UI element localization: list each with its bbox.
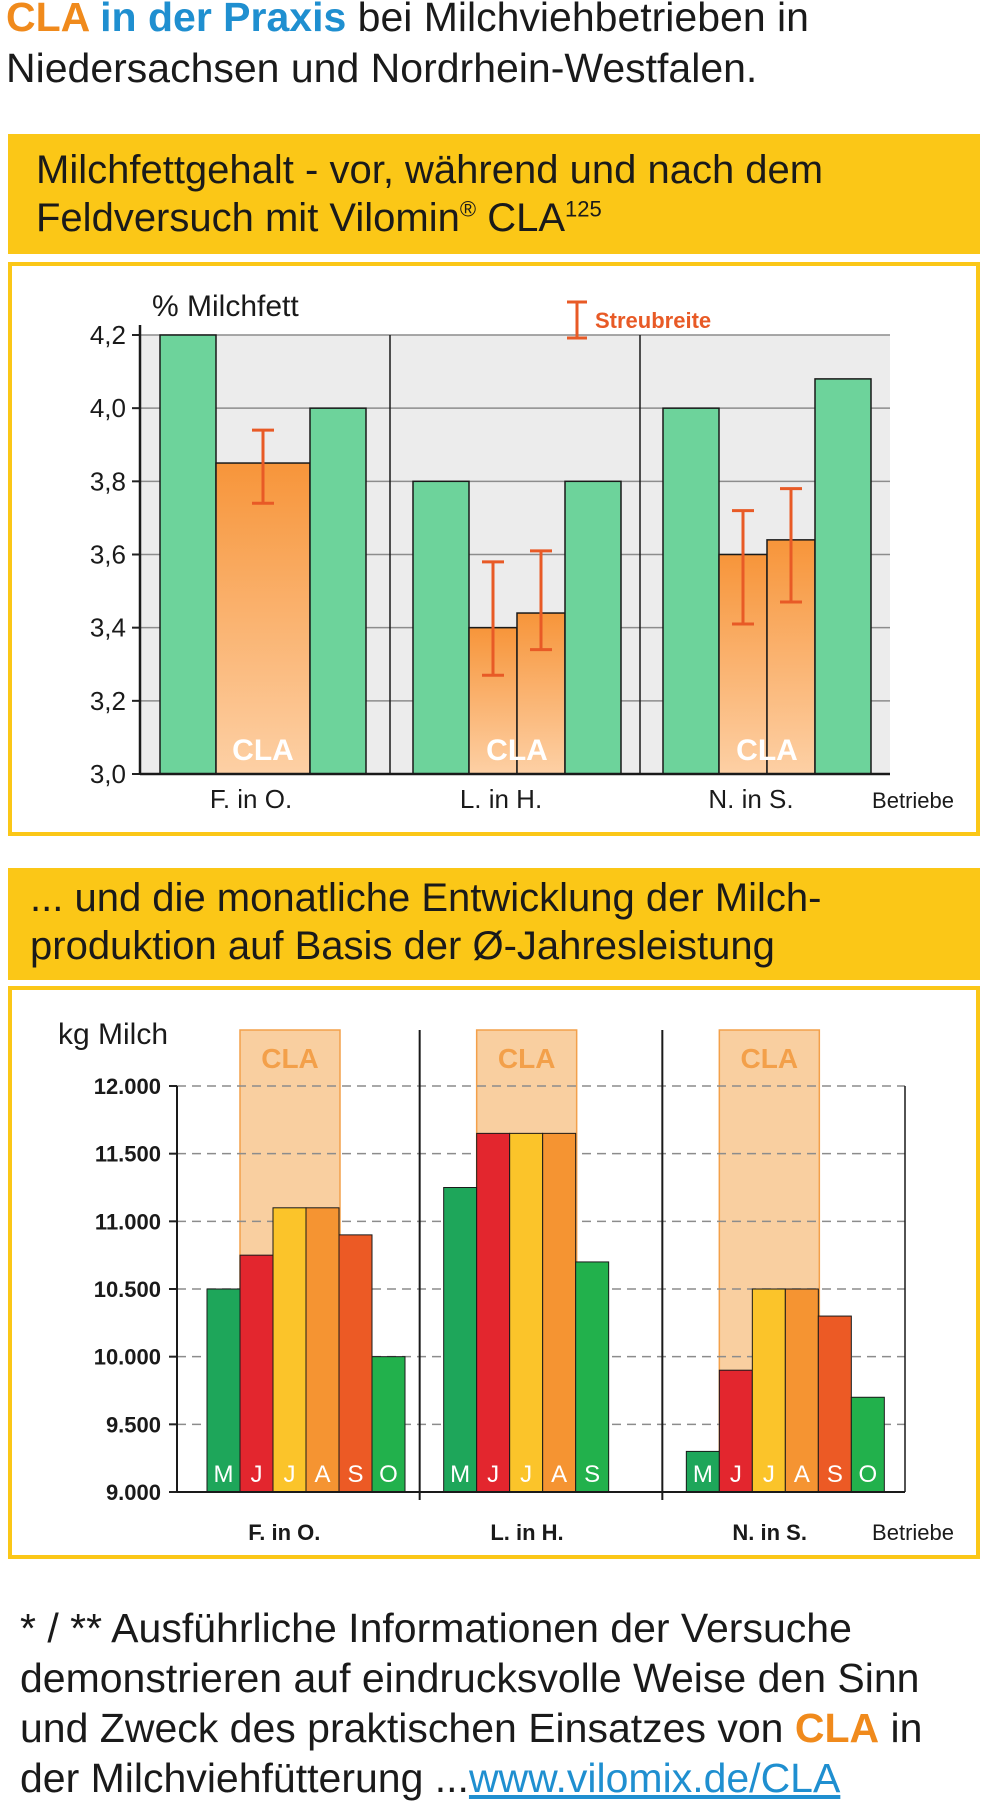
bar-month: [685, 1450, 720, 1493]
intro-text: CLA in der Praxis bei Milchviehbetrieben…: [6, 0, 986, 94]
chart2-header-line1: ... und die monatliche Entwicklung der M…: [30, 876, 822, 920]
bar-month: [784, 1288, 819, 1493]
y-tick-label: 3,8: [90, 466, 126, 496]
chart1-frame: 3,0 3,2 3,4 3,6 3,8 4,0 4,2 CLA F. in O. CLA L. in…: [8, 262, 980, 836]
y-tick-label: 11.500: [95, 1142, 161, 1167]
bar-base: [309, 407, 367, 775]
cla-period-label: CLA: [498, 1043, 556, 1074]
y-tick-label: 10.000: [94, 1345, 161, 1370]
y-tick-label: 4,2: [90, 320, 126, 350]
chart1-header-reg: ®: [459, 196, 477, 222]
bar-month-label: M: [214, 1461, 234, 1488]
cla-bar-label: CLA: [232, 734, 294, 767]
y-tick-label: 9.000: [106, 1480, 161, 1505]
y-tick-label: 3,0: [90, 759, 126, 789]
y-tick-label: 11.000: [95, 1209, 161, 1234]
cla-period-label: CLA: [261, 1043, 319, 1074]
y-tick-label: 12.000: [94, 1074, 161, 1099]
bar-month-label: S: [584, 1461, 600, 1488]
bar-cla: [215, 462, 311, 775]
chart1-header-line2b: CLA: [476, 196, 566, 240]
bar-month-label: J: [763, 1461, 775, 1488]
bar-month-label: J: [284, 1461, 296, 1488]
legend-label: Streubreite: [595, 308, 711, 333]
y-tick-label: 4,0: [90, 393, 126, 423]
footer-text: * / ** Ausführliche Informationen der Ve…: [20, 1603, 990, 1803]
chart1-header-sup: 125: [565, 196, 602, 222]
bar-month: [509, 1132, 544, 1493]
bar-month-label: J: [251, 1461, 263, 1488]
chart1-header-line1: Milchfettgehalt - vor, während und nach …: [36, 148, 824, 192]
y-axis-title: % Milchfett: [152, 290, 299, 323]
x-category-label: L. in H.: [490, 1520, 563, 1545]
x-category-label: N. in S.: [708, 784, 793, 814]
footer-text1: * / ** Ausführliche Informationen der Ve…: [20, 1605, 920, 1751]
bar-base: [662, 407, 720, 775]
footer-text2: in der Milchviehfütterung ...: [20, 1705, 923, 1801]
bar-month: [239, 1254, 274, 1493]
milchproduktion-chart: CLA CLA CLA 9.000 9.500 10.000 10.500 11.000 11.…: [58, 1018, 954, 1545]
footer-cla: CLA: [794, 1705, 880, 1751]
chart2-header-line2: produktion auf Basis der Ø-Jahresleistun…: [30, 924, 775, 968]
bar-month: [575, 1261, 610, 1493]
bar-month-label: M: [693, 1461, 713, 1488]
y-tick-label: 10.500: [94, 1277, 161, 1302]
chart1-header: Milchfettgehalt - vor, während und nach …: [8, 134, 980, 254]
bar-base: [159, 334, 217, 775]
bar-month: [850, 1396, 885, 1493]
x-category-label: F. in O.: [248, 1520, 320, 1545]
milchfett-chart: 3,0 3,2 3,4 3,6 3,8 4,0 4,2 CLA F. in O. CLA L. in…: [90, 290, 954, 814]
bar-month: [272, 1207, 307, 1493]
bar-month-label: J: [730, 1461, 742, 1488]
bar-month: [817, 1315, 852, 1493]
bar-month: [443, 1187, 478, 1493]
bar-month-label: A: [794, 1461, 810, 1488]
bar-month-label: O: [379, 1461, 398, 1488]
y-axis-title: kg Milch: [58, 1018, 168, 1051]
intro-praxis: in der Praxis: [88, 0, 347, 40]
y-tick-label: 3,4: [90, 613, 126, 643]
intro-cla: CLA: [6, 0, 89, 40]
bar-month-label: J: [520, 1461, 532, 1488]
bar-month: [338, 1234, 373, 1493]
bar-month-label: O: [858, 1461, 877, 1488]
cla-period-label: CLA: [741, 1043, 799, 1074]
bar-month-label: A: [314, 1461, 330, 1488]
intro-rest: bei Milchviehbetrieben in Niedersachsen …: [6, 0, 809, 91]
x-category-label: L. in H.: [460, 784, 542, 814]
y-tick-label: 9.500: [106, 1412, 161, 1437]
cla-bar-label: CLA: [486, 734, 548, 767]
bar-base: [412, 480, 470, 775]
bar-base: [814, 378, 872, 775]
footer-link[interactable]: www.vilomix.de/CLA: [468, 1755, 841, 1801]
cla-bar-label: CLA: [736, 734, 798, 767]
x-axis-title: Betriebe: [872, 788, 954, 813]
bar-month: [371, 1356, 406, 1493]
chart2-header: ... und die monatliche Entwicklung der M…: [8, 868, 980, 980]
x-category-label: N. in S.: [732, 1520, 807, 1545]
bar-base: [564, 480, 622, 775]
bar-month: [542, 1132, 577, 1493]
chart1-header-line2a: Feldversuch mit Vilomin: [36, 196, 460, 240]
bar-month: [305, 1207, 340, 1493]
bar-month: [476, 1132, 511, 1493]
bar-month-label: A: [551, 1461, 567, 1488]
chart2-frame: CLA CLA CLA 9.000 9.500 10.000 10.500 11.000 11.…: [8, 986, 980, 1559]
x-axis-title: Betriebe: [872, 1520, 954, 1545]
bar-month: [751, 1288, 786, 1493]
bar-month-label: M: [450, 1461, 470, 1488]
chart1-header-line2: Feldversuch mit Vilomin® CLA125: [36, 194, 980, 242]
y-tick-label: 3,6: [90, 540, 126, 570]
y-tick-label: 3,2: [90, 686, 126, 716]
x-category-label: F. in O.: [210, 784, 292, 814]
bar-month-label: S: [347, 1461, 363, 1488]
bar-month-label: J: [487, 1461, 499, 1488]
bar-month-label: S: [827, 1461, 843, 1488]
